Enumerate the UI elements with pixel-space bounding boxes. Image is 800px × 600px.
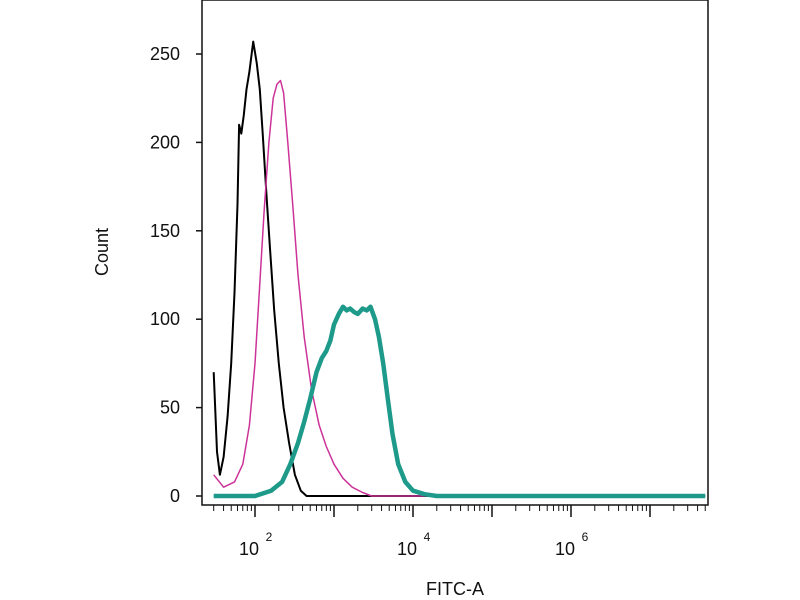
x-axis-label: FITC-A [426,579,484,599]
y-tick-label: 200 [150,132,180,152]
y-tick-label: 50 [160,398,180,418]
y-tick-label: 0 [170,486,180,506]
plot-frame [201,0,709,506]
x-tick-label: 10 [555,539,575,559]
x-tick-label: 10 [397,539,417,559]
y-axis: 0 50 100 150 200 250 [150,44,202,506]
y-tick-label: 250 [150,44,180,64]
y-tick-label: 150 [150,221,180,241]
series-line-3 [213,304,706,499]
y-axis-label: Count [92,228,112,276]
x-tick-label: 10 [239,539,259,559]
x-tick-exponent: 4 [424,530,431,544]
series-line-2 [213,79,706,497]
x-axis: 10 2 10 4 10 6 [213,505,706,559]
x-tick-exponent: 2 [266,530,273,544]
series-layer [212,40,706,499]
plot-border [201,0,709,506]
x-tick-exponent: 6 [582,530,589,544]
y-tick-label: 100 [150,309,180,329]
series-line-1 [212,40,706,497]
